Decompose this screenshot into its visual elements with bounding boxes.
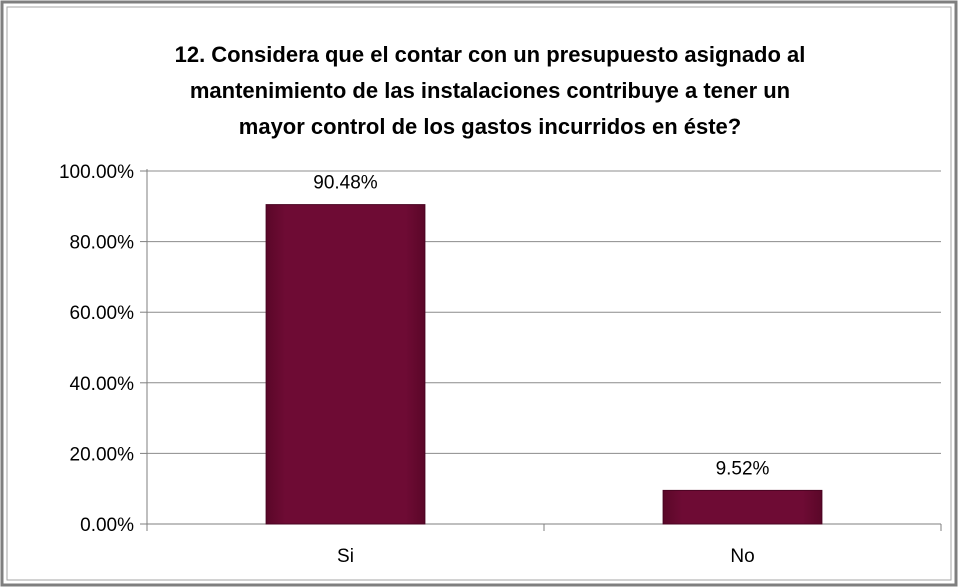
chart-title-line-3: mayor control de los gastos incurridos e… [239,114,741,139]
category-label-no: No [730,546,754,567]
y-tick-label: 80.00% [70,233,135,254]
y-axis-tick-labels: 0.00% 20.00% 40.00% 60.00% 80.00% 100.00% [59,162,134,536]
bars [265,204,823,525]
y-tick-label: 20.00% [70,444,135,465]
data-label-si: 90.48% [313,173,378,194]
y-tick-label: 100.00% [59,162,134,183]
bar-si [265,204,426,525]
category-label-si: Si [337,546,354,567]
data-labels: 90.48% 9.52% [313,173,769,480]
bar-no [662,489,823,525]
chart-title-line-1: 12. Considera que el contar con un presu… [175,42,806,67]
chart-title-line-2: mantenimiento de las instalaciones contr… [190,78,790,103]
data-label-no: 9.52% [716,458,770,479]
chart-inner-border [6,6,952,581]
y-tick-label: 40.00% [70,374,135,395]
y-tick-label: 0.00% [80,515,134,536]
x-axis-category-labels: Si No [337,546,755,567]
chart-title: 12. Considera que el contar con un presu… [175,42,806,139]
y-tick-label: 60.00% [70,303,135,324]
